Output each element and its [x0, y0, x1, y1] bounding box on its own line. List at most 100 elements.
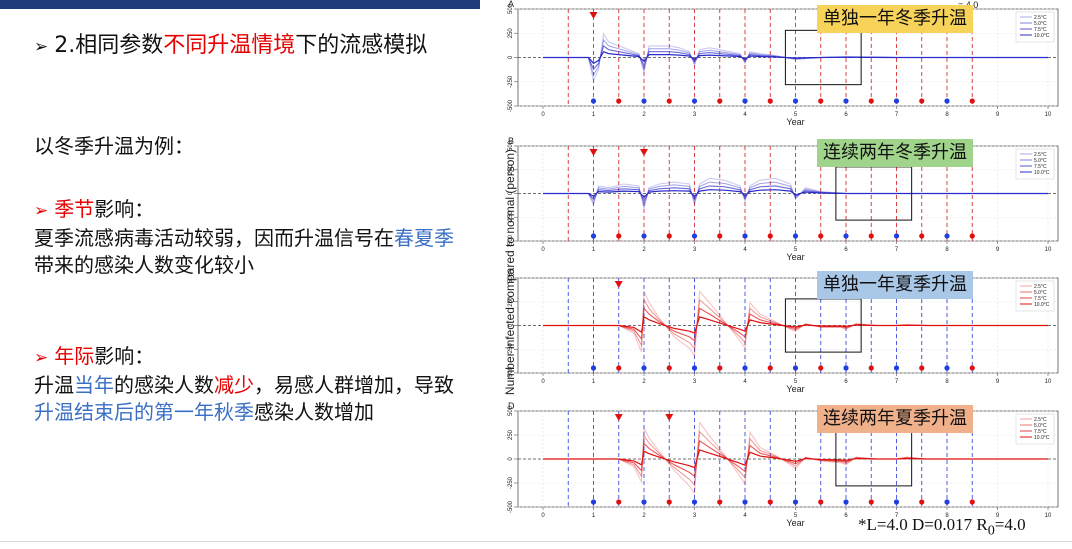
summer-dot	[717, 98, 723, 104]
summer-dot	[818, 98, 824, 104]
season-text-2: 带来的感染人数变化较小	[34, 253, 254, 277]
series-line-50	[543, 307, 1048, 342]
legend-label: 7.5°C	[1034, 27, 1047, 33]
x-tick-label: 0	[541, 112, 545, 118]
summer-dot	[767, 499, 773, 505]
winter-dot	[590, 98, 597, 104]
summer-dot	[818, 499, 824, 505]
x-tick-label: 4	[743, 112, 747, 118]
annual-text-2: 的感染人数	[114, 373, 214, 397]
winter-dot	[742, 365, 748, 371]
x-tick-label: 2	[642, 247, 646, 253]
summer-dot	[969, 98, 975, 104]
summer-dot	[868, 499, 874, 505]
series-line-75	[543, 181, 1048, 207]
winter-dot	[742, 499, 748, 505]
text-column: ➢ 2.相同参数不同升温情境下的流感模拟 以冬季升温为例： ➢ 季节影响： 夏季流感…	[0, 0, 480, 545]
y-tick-label: 250	[508, 28, 514, 39]
series-line-100	[543, 289, 1048, 358]
legend-label: 10.0°C	[1034, 435, 1050, 441]
warming-marker-icon	[614, 281, 623, 288]
x-tick-label: 8	[945, 513, 949, 519]
legend-label: 10.0°C	[1034, 302, 1050, 308]
winter-dot	[843, 233, 849, 239]
x-tick-label: 3	[693, 513, 697, 519]
legend-label: 5.0°C	[1034, 423, 1047, 429]
summer-dot	[919, 499, 925, 505]
series-line-75	[543, 38, 1048, 77]
y-tick-label: 500	[508, 405, 514, 416]
winter-dot	[590, 233, 597, 239]
legend-label: 2.5°C	[1034, 152, 1047, 158]
legend-label: 5.0°C	[1034, 290, 1047, 296]
warming-marker-icon	[589, 149, 598, 156]
season-text-highlight: 春夏季	[394, 226, 454, 250]
y-tick-label: 250	[508, 164, 514, 175]
summer-dot	[919, 233, 925, 239]
legend-label: 2.5°C	[1034, 15, 1047, 21]
callout-panel-a: 单独一年冬季升温	[817, 5, 973, 33]
x-axis-label: Year	[786, 252, 804, 262]
summer-dot	[919, 365, 925, 371]
slide-heading: ➢ 2.相同参数不同升温情境下的流感模拟	[34, 30, 464, 63]
y-tick-label: -250	[508, 75, 514, 88]
x-tick-label: 0	[541, 379, 545, 385]
y-tick-label: -250	[508, 476, 514, 489]
legend-label: 7.5°C	[1034, 164, 1047, 170]
x-tick-label: 10	[1045, 513, 1052, 519]
x-axis-label: Year	[786, 384, 804, 394]
series-line-100	[543, 177, 1048, 209]
summer-dot	[717, 233, 723, 239]
footnote-end: =4.0	[994, 515, 1026, 534]
y-tick-label: -500	[508, 500, 514, 513]
season-body: 夏季流感病毒活动较弱，因而升温信号在春夏季带来的感染人数变化较小	[34, 225, 454, 279]
x-tick-label: 6	[844, 112, 848, 118]
winter-dot	[691, 233, 698, 239]
x-tick-label: 5	[794, 112, 798, 118]
summer-dot	[666, 98, 672, 104]
warming-marker-icon	[589, 12, 598, 19]
winter-dot	[944, 499, 950, 505]
annual-text-1: 升温	[34, 373, 74, 397]
winter-dot	[843, 499, 849, 505]
summer-dot	[969, 365, 975, 371]
y-tick-label: 500	[508, 140, 514, 151]
winter-dot	[944, 233, 950, 239]
legend-label: 7.5°C	[1034, 296, 1047, 302]
series-line-75	[543, 430, 1048, 487]
y-tick-label: 250	[508, 296, 514, 307]
y-tick-label: -500	[508, 366, 514, 379]
x-axis-label: Year	[786, 518, 804, 528]
parameter-footnote: *L=4.0 D=0.017 R0=4.0	[858, 515, 1026, 539]
x-axis-label: Year	[786, 117, 804, 127]
x-tick-label: 6	[844, 247, 848, 253]
season-block: ➢ 季节影响： 夏季流感病毒活动较弱，因而升温信号在春夏季带来的感染人数变化较小	[34, 196, 454, 279]
legend-label: 10.0°C	[1034, 170, 1050, 176]
annual-label: 年际	[54, 344, 95, 368]
panel-letter-D: D	[508, 401, 515, 411]
winter-dot	[641, 499, 647, 505]
x-tick-label: 3	[693, 379, 697, 385]
x-tick-label: 8	[945, 379, 949, 385]
summer-dot	[616, 365, 622, 371]
x-tick-label: 6	[844, 513, 848, 519]
callout-panel-b: 连续两年冬季升温	[817, 139, 973, 167]
series-line-50	[543, 44, 1048, 71]
summer-dot	[666, 499, 672, 505]
annual-text-highlight-2: 升温结束后的第一年秋季	[34, 400, 254, 424]
annual-block: ➢ 年际影响： 升温当年的感染人数减少，易感人群增加，导致升温结束后的第一年秋季感…	[34, 343, 454, 426]
legend-box	[1015, 148, 1055, 180]
x-tick-label: 4	[743, 247, 747, 253]
x-tick-label: 9	[996, 247, 1000, 253]
legend-label: 5.0°C	[1034, 158, 1047, 164]
y-tick-label: 0	[508, 323, 514, 327]
legend-box	[1015, 280, 1055, 312]
x-tick-label: 10	[1045, 112, 1052, 118]
annual-text-4: 感染人数增加	[254, 400, 374, 424]
winter-dot	[641, 233, 647, 239]
annual-text-highlight-1: 当年	[74, 373, 114, 397]
winter-dot	[590, 365, 597, 371]
winter-dot	[893, 98, 900, 104]
winter-dot	[843, 98, 849, 104]
heading-suffix: 下的流感模拟	[295, 33, 428, 58]
